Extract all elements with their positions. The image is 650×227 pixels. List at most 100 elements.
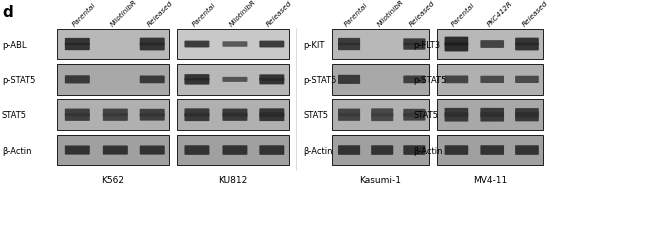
- FancyBboxPatch shape: [480, 108, 504, 118]
- FancyBboxPatch shape: [65, 44, 90, 51]
- FancyBboxPatch shape: [338, 109, 360, 117]
- FancyBboxPatch shape: [259, 109, 284, 118]
- FancyBboxPatch shape: [445, 37, 468, 47]
- Text: STAT5: STAT5: [2, 111, 27, 120]
- Text: β-Actin: β-Actin: [2, 146, 31, 155]
- Text: NilotinibR: NilotinibR: [228, 0, 257, 28]
- FancyBboxPatch shape: [103, 114, 128, 121]
- FancyBboxPatch shape: [140, 113, 164, 121]
- Text: Released: Released: [521, 0, 549, 28]
- FancyBboxPatch shape: [445, 108, 468, 118]
- FancyBboxPatch shape: [140, 38, 164, 46]
- FancyBboxPatch shape: [65, 114, 90, 121]
- FancyBboxPatch shape: [403, 113, 425, 121]
- FancyBboxPatch shape: [222, 78, 248, 82]
- Text: STAT5: STAT5: [413, 111, 438, 120]
- Text: KU812: KU812: [218, 175, 247, 184]
- FancyBboxPatch shape: [371, 146, 393, 155]
- Bar: [177, 65, 289, 95]
- Text: p-STAT5: p-STAT5: [304, 76, 337, 84]
- FancyBboxPatch shape: [515, 38, 539, 46]
- Text: K562: K562: [101, 175, 125, 184]
- Text: NilotinibR: NilotinibR: [376, 0, 405, 28]
- FancyBboxPatch shape: [515, 76, 539, 84]
- Text: Parental: Parental: [72, 2, 98, 28]
- FancyBboxPatch shape: [371, 113, 393, 122]
- FancyBboxPatch shape: [403, 109, 425, 117]
- Bar: [332, 100, 429, 131]
- FancyBboxPatch shape: [222, 42, 248, 48]
- FancyBboxPatch shape: [140, 109, 164, 117]
- FancyBboxPatch shape: [65, 39, 90, 46]
- FancyBboxPatch shape: [259, 146, 284, 155]
- FancyBboxPatch shape: [480, 41, 504, 49]
- FancyBboxPatch shape: [185, 146, 209, 155]
- FancyBboxPatch shape: [140, 44, 164, 51]
- Text: Kasumi-1: Kasumi-1: [359, 175, 401, 184]
- Text: STAT5: STAT5: [304, 111, 328, 120]
- FancyBboxPatch shape: [185, 41, 209, 48]
- Text: NilotinibR: NilotinibR: [109, 0, 138, 28]
- FancyBboxPatch shape: [338, 75, 360, 85]
- Text: MV4-11: MV4-11: [473, 175, 507, 184]
- FancyBboxPatch shape: [338, 114, 360, 121]
- Text: p-STAT5: p-STAT5: [413, 76, 447, 84]
- Bar: [437, 30, 543, 60]
- Text: p-STAT5: p-STAT5: [2, 76, 35, 84]
- FancyBboxPatch shape: [259, 79, 284, 85]
- Text: p-FLT3: p-FLT3: [413, 40, 441, 49]
- Bar: [57, 65, 169, 95]
- Bar: [437, 65, 543, 95]
- Bar: [177, 100, 289, 131]
- FancyBboxPatch shape: [140, 146, 164, 155]
- Bar: [332, 135, 429, 166]
- Text: Released: Released: [146, 0, 174, 28]
- Bar: [332, 65, 429, 95]
- FancyBboxPatch shape: [445, 146, 468, 155]
- Text: Released: Released: [408, 0, 436, 28]
- FancyBboxPatch shape: [185, 79, 209, 85]
- Bar: [177, 135, 289, 166]
- Bar: [57, 30, 169, 60]
- FancyBboxPatch shape: [515, 146, 539, 155]
- Text: PKC412R: PKC412R: [486, 0, 514, 28]
- Text: β-Actin: β-Actin: [304, 146, 333, 155]
- FancyBboxPatch shape: [515, 109, 539, 118]
- Text: Parental: Parental: [450, 2, 476, 28]
- FancyBboxPatch shape: [103, 146, 128, 155]
- FancyBboxPatch shape: [65, 76, 90, 84]
- FancyBboxPatch shape: [403, 39, 425, 46]
- FancyBboxPatch shape: [371, 109, 393, 117]
- FancyBboxPatch shape: [445, 76, 468, 84]
- FancyBboxPatch shape: [403, 44, 425, 50]
- Text: d: d: [2, 5, 13, 20]
- FancyBboxPatch shape: [445, 113, 468, 122]
- Text: p-ABL: p-ABL: [2, 40, 27, 49]
- FancyBboxPatch shape: [103, 109, 128, 117]
- Bar: [437, 135, 543, 166]
- FancyBboxPatch shape: [403, 76, 425, 84]
- Bar: [57, 100, 169, 131]
- Text: Released: Released: [266, 0, 294, 28]
- FancyBboxPatch shape: [480, 113, 504, 122]
- Bar: [177, 30, 289, 60]
- FancyBboxPatch shape: [480, 76, 504, 84]
- FancyBboxPatch shape: [222, 146, 248, 155]
- FancyBboxPatch shape: [185, 109, 209, 117]
- FancyBboxPatch shape: [185, 75, 209, 81]
- FancyBboxPatch shape: [222, 109, 248, 117]
- Text: Parental: Parental: [191, 2, 217, 28]
- FancyBboxPatch shape: [445, 43, 468, 52]
- Text: β-Actin: β-Actin: [413, 146, 443, 155]
- FancyBboxPatch shape: [403, 146, 425, 155]
- FancyBboxPatch shape: [338, 44, 360, 51]
- Bar: [57, 135, 169, 166]
- FancyBboxPatch shape: [259, 41, 284, 48]
- FancyBboxPatch shape: [338, 39, 360, 46]
- FancyBboxPatch shape: [259, 113, 284, 122]
- FancyBboxPatch shape: [140, 76, 164, 84]
- FancyBboxPatch shape: [480, 146, 504, 155]
- FancyBboxPatch shape: [65, 109, 90, 117]
- Bar: [332, 30, 429, 60]
- FancyBboxPatch shape: [65, 146, 90, 155]
